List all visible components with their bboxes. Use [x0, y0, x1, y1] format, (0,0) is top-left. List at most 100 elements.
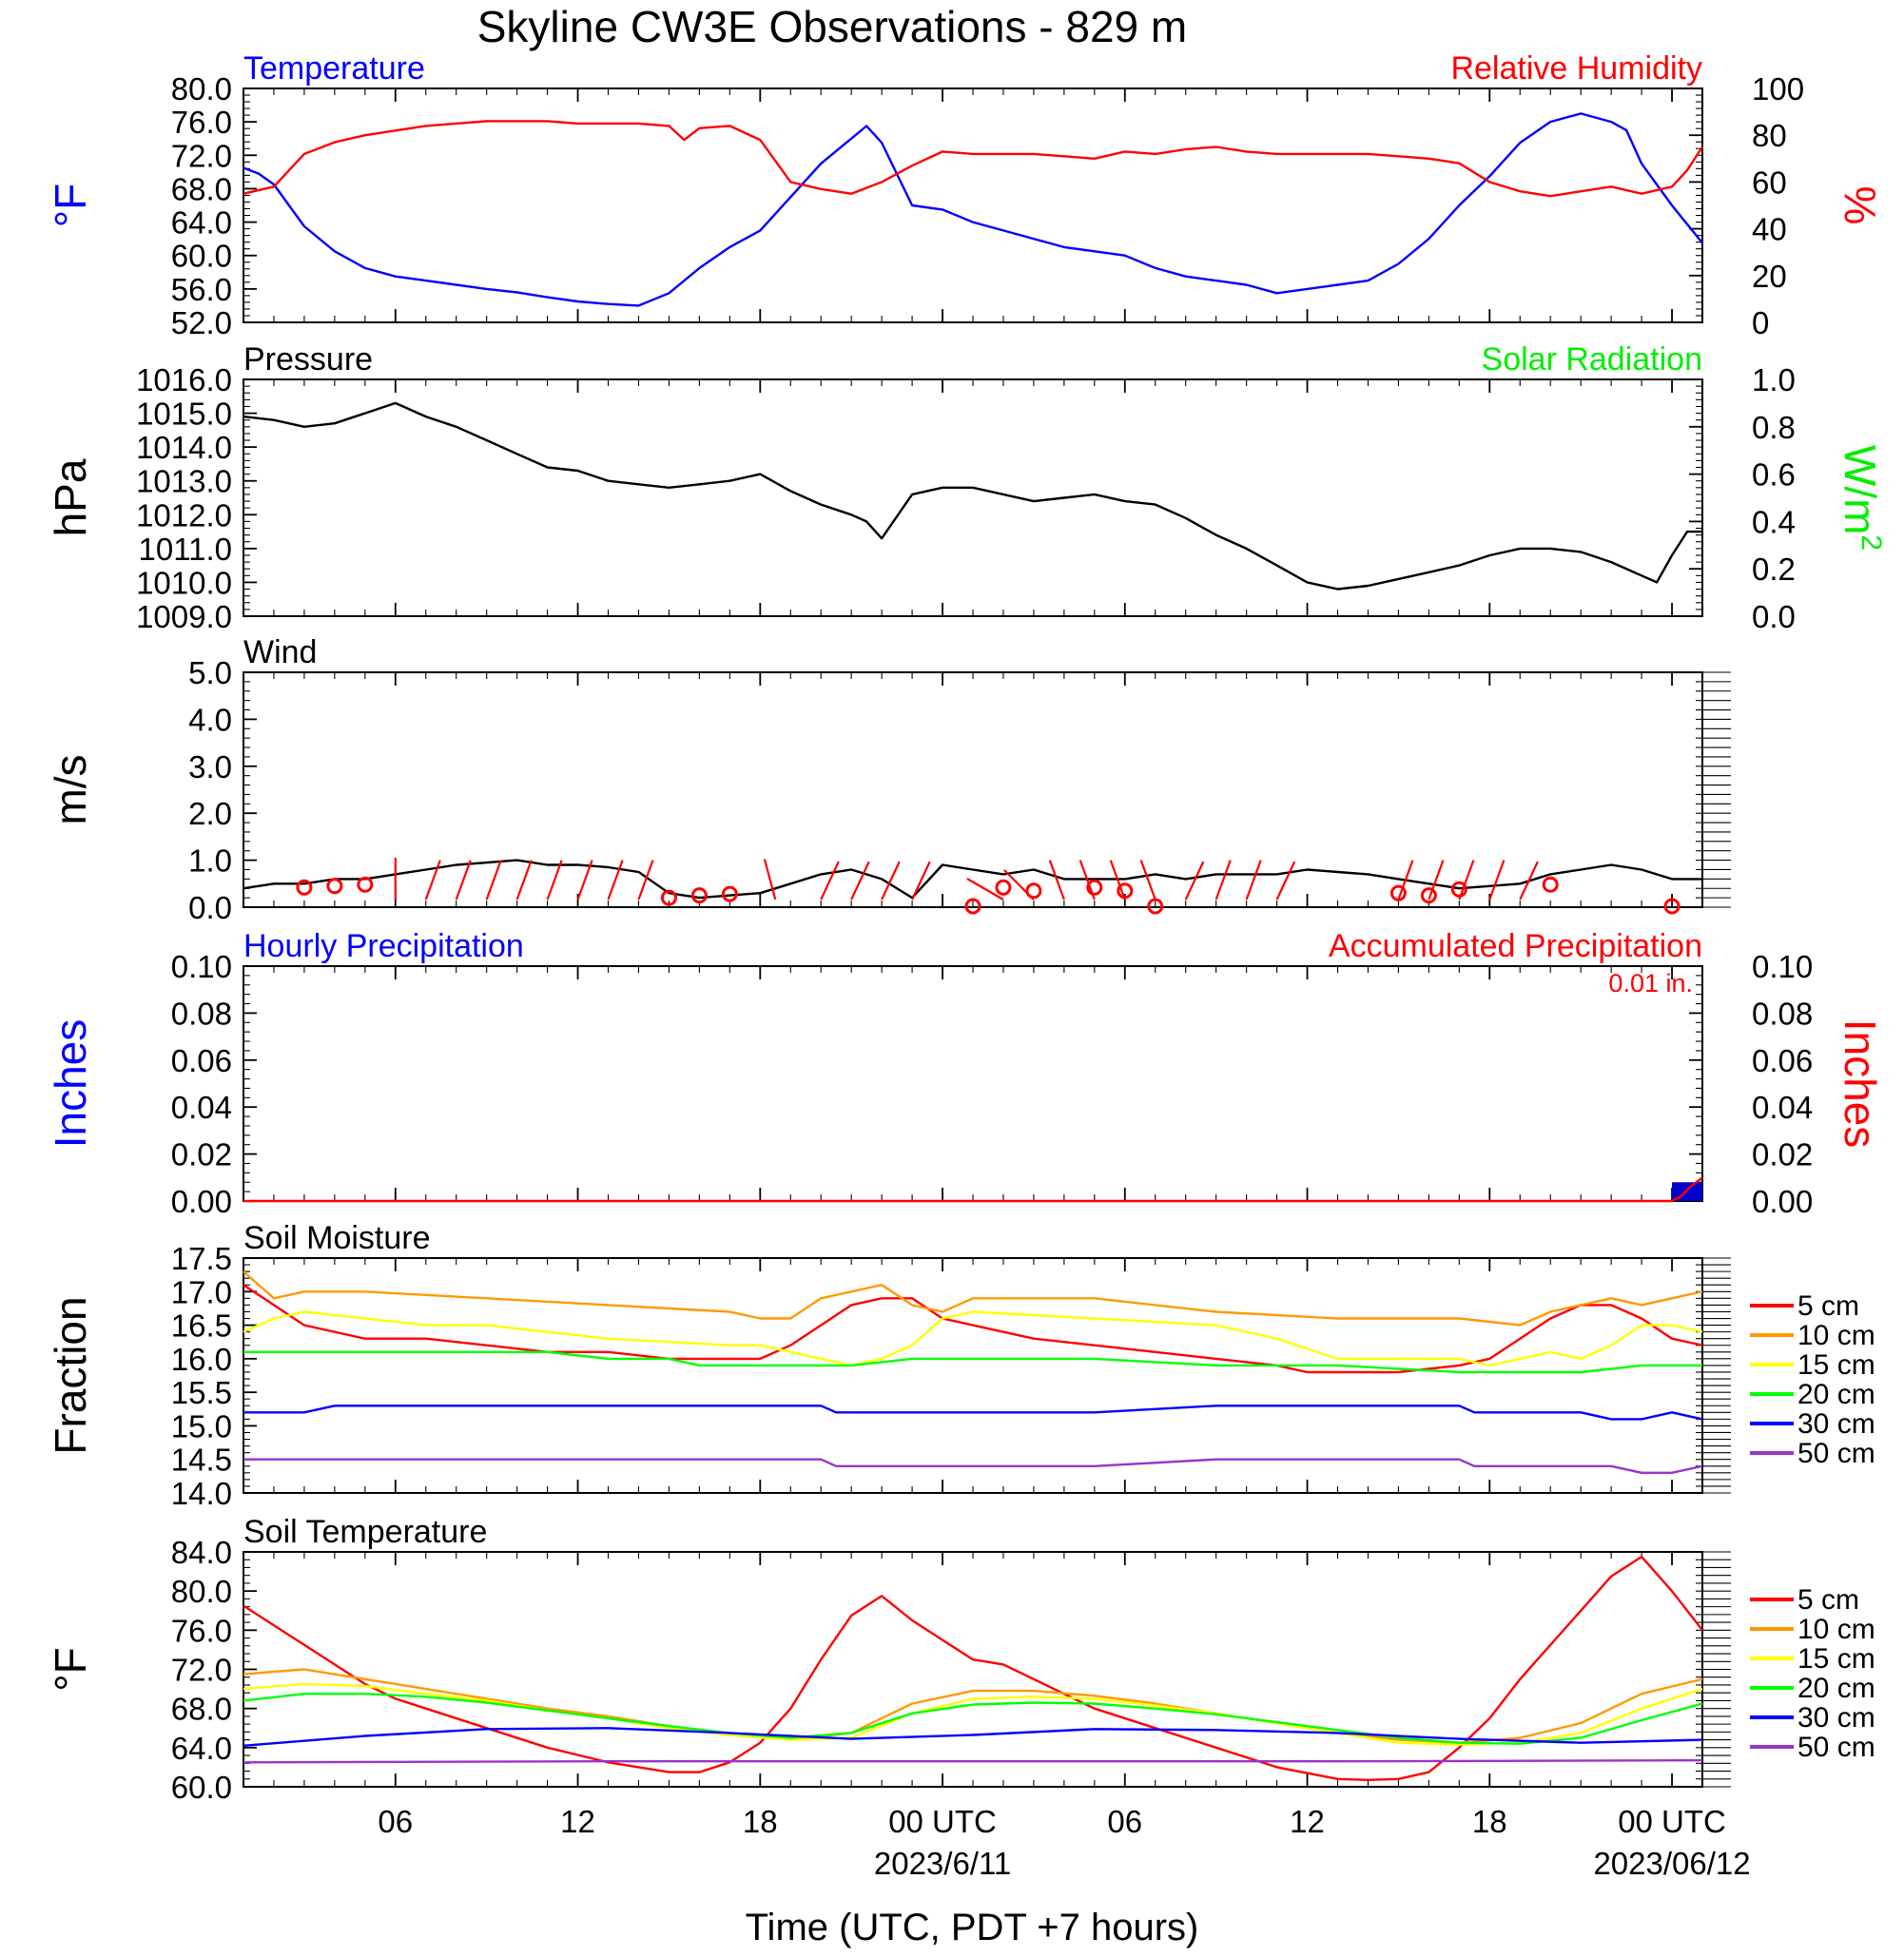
panel-title-right: Accumulated Precipitation: [1329, 928, 1702, 964]
wind-barb: [1109, 860, 1126, 901]
calm-wind-marker: [1420, 887, 1437, 904]
legend-label: 10 cm: [1797, 1320, 1875, 1351]
y-tick-label: 64.0: [171, 1731, 232, 1766]
y-tick-label: 5.0: [188, 655, 232, 690]
wind-barb: [1458, 860, 1475, 901]
y-tick-label: 2.0: [188, 796, 232, 831]
calm-wind-marker: [296, 879, 313, 896]
y-axis-label-left: Inches: [46, 1019, 95, 1149]
y-axis-label-left: hPa: [46, 458, 95, 536]
x-tick-label: 00 UTC: [1618, 1804, 1726, 1839]
panels: 52.056.060.064.068.072.076.080.002040608…: [46, 50, 1887, 1881]
y-tick-label: 68.0: [171, 1692, 232, 1727]
y-right-tick-label: 0.2: [1752, 552, 1796, 587]
panel-title-left: Pressure: [243, 341, 373, 378]
legend-label: 5 cm: [1797, 1584, 1859, 1616]
y-tick-label: 0.0: [188, 890, 232, 925]
wind-barb: [607, 860, 624, 901]
y-right-tick-label: 0.6: [1752, 457, 1796, 493]
wind-barb: [911, 861, 931, 901]
y-tick-label: 1015.0: [136, 397, 232, 432]
calm-wind-marker: [1542, 876, 1559, 893]
plot-frame: [243, 965, 1703, 1202]
x-tick-label: 06: [1107, 1804, 1142, 1839]
y-tick-label: 72.0: [171, 1653, 232, 1688]
x-axis-label: Time (UTC, PDT +7 hours): [746, 1907, 1199, 1948]
plot-frame: [243, 671, 1703, 908]
y-right-tick-label: 0.10: [1752, 949, 1813, 984]
y-tick-label: 14.5: [171, 1443, 232, 1478]
legend-label: 15 cm: [1797, 1643, 1875, 1675]
y-tick-label: 72.0: [171, 138, 232, 173]
panel-title-left: Hourly Precipitation: [243, 928, 524, 964]
series-line-20-cm: [243, 1692, 1703, 1745]
series-line-5-cm: [243, 1284, 1703, 1374]
y-axis-label-right-superscript: 2: [1855, 534, 1887, 551]
y-tick-label: 64.0: [171, 205, 232, 241]
calm-wind-marker: [1025, 882, 1042, 900]
y-right-tick-label: 0.0: [1752, 599, 1796, 634]
panel-title-left: Wind: [243, 634, 317, 670]
y-tick-label: 16.5: [171, 1308, 232, 1344]
y-tick-label: 52.0: [171, 305, 232, 340]
y-tick-label: 80.0: [171, 71, 232, 107]
y-tick-label: 1014.0: [136, 430, 232, 465]
legend-label: 30 cm: [1797, 1702, 1875, 1734]
y-tick-label: 76.0: [171, 105, 232, 140]
y-tick-label: 1016.0: [136, 362, 232, 397]
wind-barb: [763, 859, 777, 901]
legend-label: 20 cm: [1797, 1379, 1875, 1410]
series-line-wind-speed: [243, 859, 1702, 900]
panel-temp_rh: 52.056.060.064.068.072.076.080.0 0 20 40 60 8…: [46, 50, 1885, 340]
series-line-5-cm: [243, 1555, 1703, 1782]
y-right-tick-label: 0.4: [1752, 504, 1796, 539]
legend-label: 10 cm: [1797, 1614, 1875, 1645]
wind-barb: [850, 861, 870, 901]
y-tick-label: 1010.0: [136, 565, 232, 600]
calm-wind-marker: [690, 887, 708, 904]
y-axis-label-left: Fraction: [46, 1296, 95, 1454]
y-axis-label-left: °F: [46, 1647, 95, 1692]
x-tick-label: 18: [743, 1804, 778, 1839]
calm-wind-marker: [326, 878, 343, 895]
calm-wind-marker: [1147, 898, 1164, 915]
wind-barb: [966, 878, 1004, 901]
y-right-tick-label: 0.8: [1752, 410, 1796, 445]
y-tick-label: 60.0: [171, 239, 232, 274]
y-right-tick-label: 0: [1752, 305, 1769, 340]
y-right-tick-label: 0.00: [1752, 1184, 1813, 1219]
series-line-15-cm: [243, 1310, 1703, 1367]
series-line-50-cm: [243, 1758, 1703, 1764]
y-tick-label: 68.0: [171, 171, 232, 206]
wind-barb: [1428, 860, 1445, 901]
y-tick-label: 1012.0: [136, 497, 232, 533]
calm-wind-marker: [721, 885, 738, 902]
wind-barb: [455, 860, 472, 901]
y-tick-label: 14.0: [171, 1476, 232, 1511]
plot-frame: [243, 1257, 1703, 1494]
x-date-label: 2023/06/12: [1593, 1846, 1750, 1881]
plot-frame: [243, 1551, 1703, 1788]
y-right-tick-label: 20: [1752, 259, 1787, 294]
panel-precip: 0.00 0.02 0.04 0.06 0.08 0.10 0.00 0.02 0.04 0.06…: [46, 928, 1885, 1219]
chart-title: Skyline CW3E Observations - 829 m: [477, 2, 1188, 51]
calm-wind-marker: [1450, 881, 1467, 898]
calm-wind-marker: [1389, 884, 1407, 901]
panel-soil_temp: 60.0 64.0 68.0 72.0 76.0 80.0 84.0 Soil Tempera…: [46, 1514, 1875, 1881]
x-tick-label: 18: [1472, 1804, 1507, 1839]
x-tick-label: 06: [378, 1804, 413, 1839]
series-line-pressure: [243, 401, 1702, 591]
y-tick-label: 76.0: [171, 1613, 232, 1648]
panel-pressure_solar: 1009.01010.01011.01012.01013.01014.01015…: [46, 341, 1887, 634]
wind-barb: [820, 861, 840, 901]
precip-annotation: 0.01 in.: [1608, 969, 1693, 998]
wind-barb: [1488, 860, 1506, 901]
y-right-tick-label: 0.08: [1752, 996, 1813, 1031]
calm-wind-marker: [660, 889, 677, 906]
y-tick-label: 56.0: [171, 272, 232, 307]
wind-barb: [1275, 861, 1296, 901]
y-tick-label: 84.0: [171, 1535, 232, 1570]
panel-title-left: Soil Moisture: [243, 1220, 431, 1256]
y-tick-label: 80.0: [171, 1574, 232, 1609]
